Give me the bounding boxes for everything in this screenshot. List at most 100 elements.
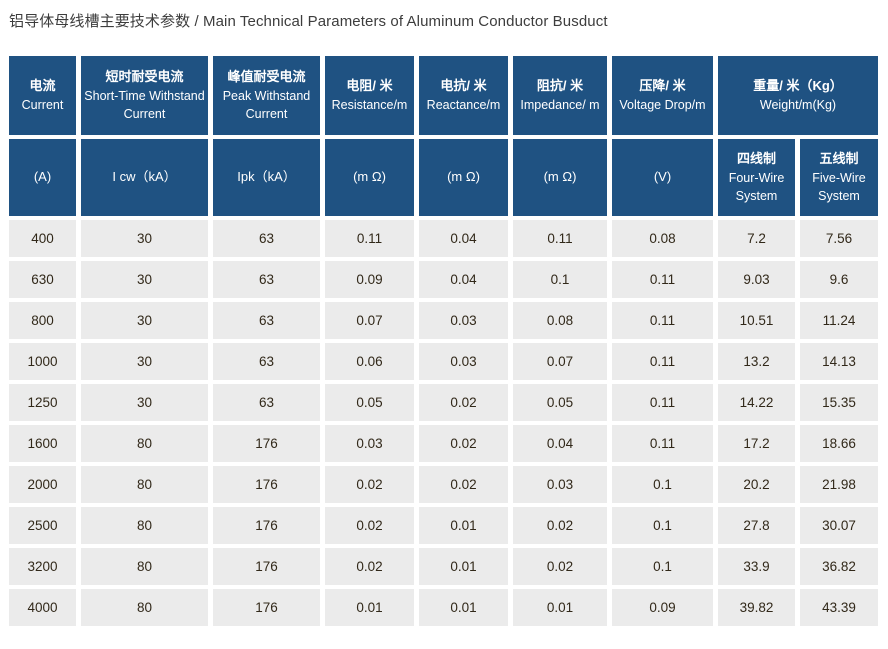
table-cell: 0.01	[419, 589, 508, 626]
table-cell: 0.03	[419, 343, 508, 380]
unit-header-ampere: (A)	[9, 139, 76, 216]
header-label-zh: 五线制	[819, 150, 859, 166]
table-cell: 0.1	[612, 466, 713, 503]
header-label-en: Weight/m(Kg)	[759, 97, 837, 112]
header-label-zh: 压降/ 米	[639, 78, 686, 94]
table-cell: 0.01	[513, 589, 607, 626]
table-cell: 17.2	[718, 425, 795, 462]
table-cell: 0.03	[419, 302, 508, 339]
header-label-zh: 短时耐受电流	[105, 68, 184, 84]
table-cell: 0.11	[612, 384, 713, 421]
header-label-zh: 电流	[29, 78, 56, 94]
table-row: 2500 80 176 0.02 0.01 0.02 0.1 27.8 30.07	[9, 507, 878, 544]
unit-label: (m Ω)	[447, 169, 480, 185]
table-cell: 10.51	[718, 302, 795, 339]
table-cell: 176	[213, 548, 320, 585]
header-row-2: (A) I cw（kA） Ipk（kA） (m Ω) (m Ω) (m Ω)	[9, 139, 878, 216]
unit-header-mohm-reactance: (m Ω)	[419, 139, 508, 216]
row-current-value: 630	[9, 261, 76, 298]
unit-label: Ipk（kA）	[237, 169, 296, 185]
table-cell: 0.02	[325, 507, 414, 544]
table-cell: 13.2	[718, 343, 795, 380]
table-cell: 0.01	[325, 589, 414, 626]
table-cell: 63	[213, 261, 320, 298]
table-cell: 0.11	[612, 302, 713, 339]
col-header-voltage-drop: 压降/ 米 Voltage Drop/m	[612, 56, 713, 135]
unit-label: (A)	[33, 169, 52, 185]
table-cell: 80	[81, 548, 208, 585]
table-cell: 0.02	[419, 384, 508, 421]
table-cell: 39.82	[718, 589, 795, 626]
unit-header-volt: (V)	[612, 139, 713, 216]
table-cell: 30	[81, 261, 208, 298]
table-cell: 0.03	[513, 466, 607, 503]
table-cell: 80	[81, 589, 208, 626]
row-current-value: 400	[9, 220, 76, 257]
table-row: 1600 80 176 0.03 0.02 0.04 0.11 17.2 18.66	[9, 425, 878, 462]
table-cell: 30.07	[800, 507, 878, 544]
table-cell: 0.02	[325, 466, 414, 503]
row-current-value: 3200	[9, 548, 76, 585]
table-row: 630 30 63 0.09 0.04 0.1 0.11 9.03 9.6	[9, 261, 878, 298]
unit-label: I cw（kA）	[112, 169, 177, 185]
table-cell: 0.09	[325, 261, 414, 298]
table-cell: 7.56	[800, 220, 878, 257]
table-cell: 0.05	[325, 384, 414, 421]
table-cell: 30	[81, 384, 208, 421]
col-header-peak-withstand: 峰值耐受电流 Peak Withstand Current	[213, 56, 320, 135]
table-cell: 80	[81, 425, 208, 462]
table-cell: 0.1	[612, 548, 713, 585]
table-cell: 0.04	[419, 261, 508, 298]
unit-header-mohm-resistance: (m Ω)	[325, 139, 414, 216]
header-label-zh: 重量/ 米（Kg）	[753, 78, 843, 94]
header-label-en: Four-Wire System	[728, 170, 785, 203]
table-row: 3200 80 176 0.02 0.01 0.02 0.1 33.9 36.82	[9, 548, 878, 585]
unit-header-mohm-impedance: (m Ω)	[513, 139, 607, 216]
col-header-impedance: 阻抗/ 米 Impedance/ m	[513, 56, 607, 135]
table-cell: 0.09	[612, 589, 713, 626]
table-row: 400 30 63 0.11 0.04 0.11 0.08 7.2 7.56	[9, 220, 878, 257]
table-cell: 0.06	[325, 343, 414, 380]
table-cell: 176	[213, 589, 320, 626]
table-cell: 63	[213, 384, 320, 421]
table-cell: 0.11	[513, 220, 607, 257]
header-label-en: Voltage Drop/m	[619, 97, 706, 112]
table-cell: 0.02	[419, 425, 508, 462]
table-cell: 63	[213, 220, 320, 257]
table-cell: 176	[213, 466, 320, 503]
table-cell: 33.9	[718, 548, 795, 585]
table-cell: 0.11	[612, 343, 713, 380]
table-cell: 21.98	[800, 466, 878, 503]
col-header-resistance: 电阻/ 米 Resistance/m	[325, 56, 414, 135]
parameters-table: 电流 Current 短时耐受电流 Short-Time Withstand C…	[4, 52, 883, 630]
header-label-zh: 电抗/ 米	[440, 78, 487, 94]
table-cell: 0.07	[513, 343, 607, 380]
col-header-short-time-withstand: 短时耐受电流 Short-Time Withstand Current	[81, 56, 208, 135]
table-cell: 20.2	[718, 466, 795, 503]
table-cell: 0.11	[325, 220, 414, 257]
table-cell: 18.66	[800, 425, 878, 462]
page-title: 铝导体母线槽主要技术参数 / Main Technical Parameters…	[9, 13, 608, 30]
table-cell: 0.02	[325, 548, 414, 585]
table-cell: 80	[81, 507, 208, 544]
table-cell: 9.6	[800, 261, 878, 298]
table-cell: 30	[81, 302, 208, 339]
table-cell: 0.05	[513, 384, 607, 421]
table-row: 4000 80 176 0.01 0.01 0.01 0.09 39.82 43.39	[9, 589, 878, 626]
row-current-value: 1250	[9, 384, 76, 421]
unit-label: (m Ω)	[543, 169, 577, 185]
header-label-en: Reactance/m	[426, 97, 501, 112]
header-row-1: 电流 Current 短时耐受电流 Short-Time Withstand C…	[9, 56, 878, 135]
table-cell: 0.11	[612, 425, 713, 462]
row-current-value: 1600	[9, 425, 76, 462]
table-row: 1250 30 63 0.05 0.02 0.05 0.11 14.22 15.35	[9, 384, 878, 421]
table-cell: 63	[213, 343, 320, 380]
table-cell: 14.13	[800, 343, 878, 380]
row-current-value: 800	[9, 302, 76, 339]
header-label-zh: 阻抗/ 米	[536, 78, 584, 94]
table-cell: 80	[81, 466, 208, 503]
header-label-zh: 电阻/ 米	[346, 78, 393, 94]
col-header-reactance: 电抗/ 米 Reactance/m	[419, 56, 508, 135]
table-cell: 0.01	[419, 507, 508, 544]
